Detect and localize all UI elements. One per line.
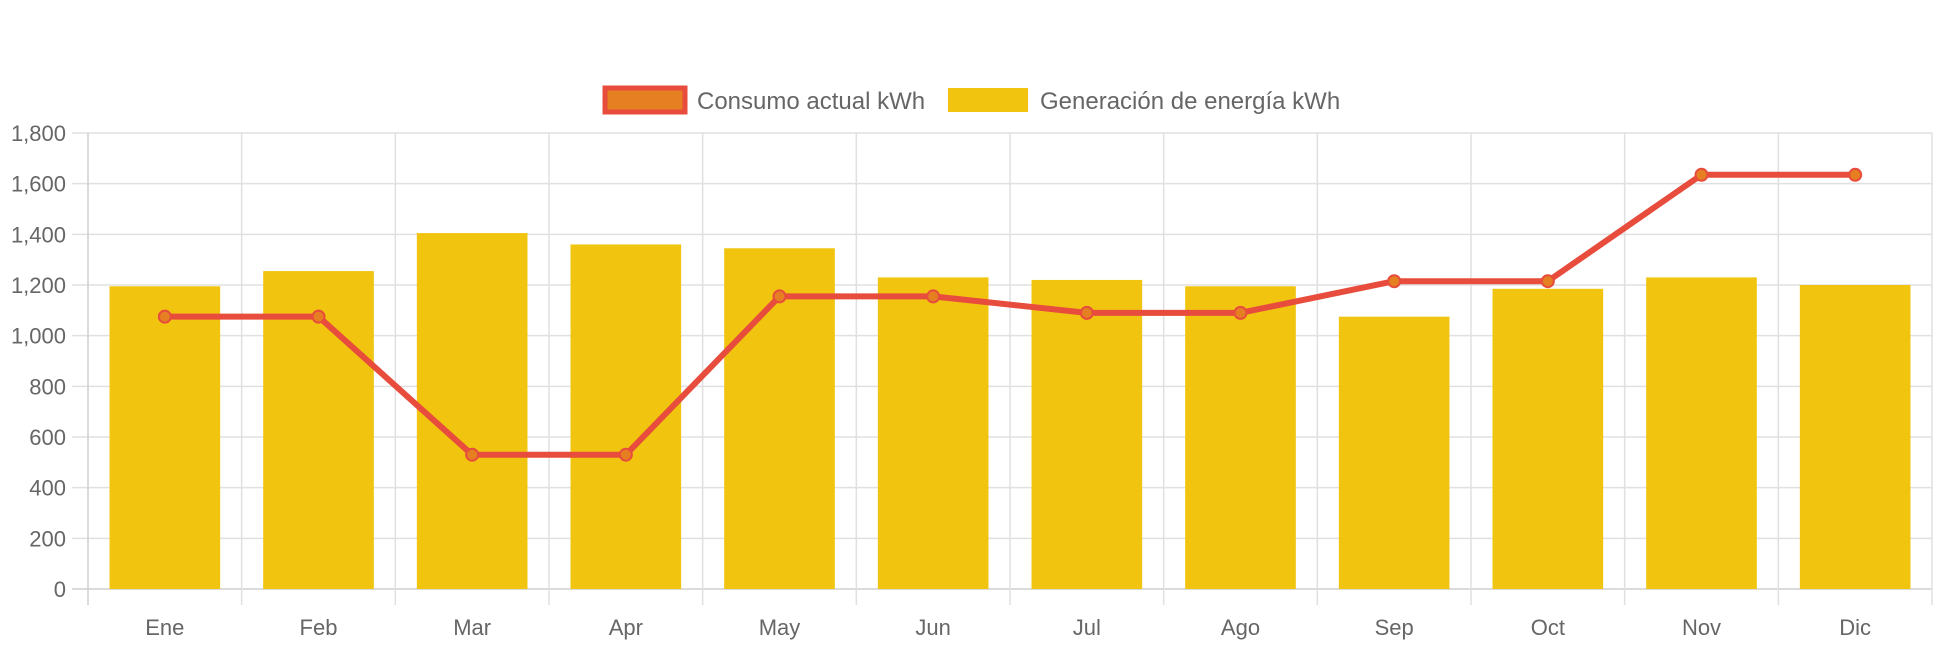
- line-point-dic: [1848, 167, 1863, 182]
- line-point-jun: [926, 289, 941, 304]
- x-tick-label: Oct: [1531, 615, 1565, 640]
- y-tick-label: 1,400: [11, 222, 66, 247]
- x-tick-label: Feb: [300, 615, 338, 640]
- y-tick-label: 200: [29, 526, 66, 551]
- bar-nov: [1646, 277, 1757, 589]
- x-tick-label: Jun: [915, 615, 950, 640]
- y-tick-label: 400: [29, 476, 66, 501]
- y-tick-label: 1,200: [11, 273, 66, 298]
- x-tick-label: Ene: [145, 615, 184, 640]
- axes: 0 200 400 600 800 1,000 1,200 1,400 1,600 1,800 En…: [11, 121, 1871, 640]
- y-tick-label: 800: [29, 374, 66, 399]
- line-point-mar: [465, 447, 480, 462]
- legend: Consumo actual kWh Generación de energía …: [602, 85, 1340, 115]
- line-series: [157, 167, 1863, 462]
- bar-feb: [263, 271, 374, 589]
- bar-sep: [1338, 316, 1450, 589]
- x-tick-label: May: [759, 615, 801, 640]
- bar-may: [724, 248, 835, 589]
- x-tick-label: Dic: [1839, 615, 1871, 640]
- x-tick-label: Mar: [453, 615, 491, 640]
- line-point-ene: [157, 309, 172, 324]
- legend-label-generacion: Generación de energía kWh: [1040, 88, 1340, 115]
- bar-series: [109, 233, 1911, 590]
- line-point-apr: [618, 447, 633, 462]
- consumo-line: [161, 171, 1859, 458]
- grid: [72, 132, 1933, 605]
- x-tick-label: Ago: [1221, 615, 1260, 640]
- bar-oct: [1492, 288, 1604, 589]
- line-point-ago: [1233, 305, 1248, 320]
- y-tick-label: 1,600: [11, 172, 66, 197]
- line-point-sep: [1387, 274, 1402, 289]
- bar-mar: [416, 233, 528, 590]
- line-point-may: [772, 289, 787, 304]
- line-point-nov: [1694, 167, 1709, 182]
- bar-jul: [1031, 279, 1143, 589]
- x-tick-label: Sep: [1375, 615, 1414, 640]
- x-tick-label: Jul: [1073, 615, 1101, 640]
- line-point-feb: [311, 309, 326, 324]
- x-tick-label: Nov: [1682, 615, 1721, 640]
- y-tick-label: 1,800: [11, 121, 66, 146]
- y-tick-label: 600: [29, 425, 66, 450]
- bar-ene: [109, 286, 221, 589]
- bar-jun: [877, 277, 989, 589]
- y-tick-label: 0: [54, 577, 66, 602]
- legend-label-consumo: Consumo actual kWh: [697, 88, 925, 115]
- legend-swatch-consumo: [602, 85, 688, 115]
- legend-swatch-generacion: [948, 88, 1028, 112]
- line-point-oct: [1540, 274, 1555, 289]
- y-tick-label: 1,000: [11, 324, 66, 349]
- bar-ago: [1185, 286, 1296, 589]
- line-point-jul: [1079, 305, 1094, 320]
- x-tick-label: Apr: [609, 615, 643, 640]
- bar-dic: [1799, 285, 1911, 589]
